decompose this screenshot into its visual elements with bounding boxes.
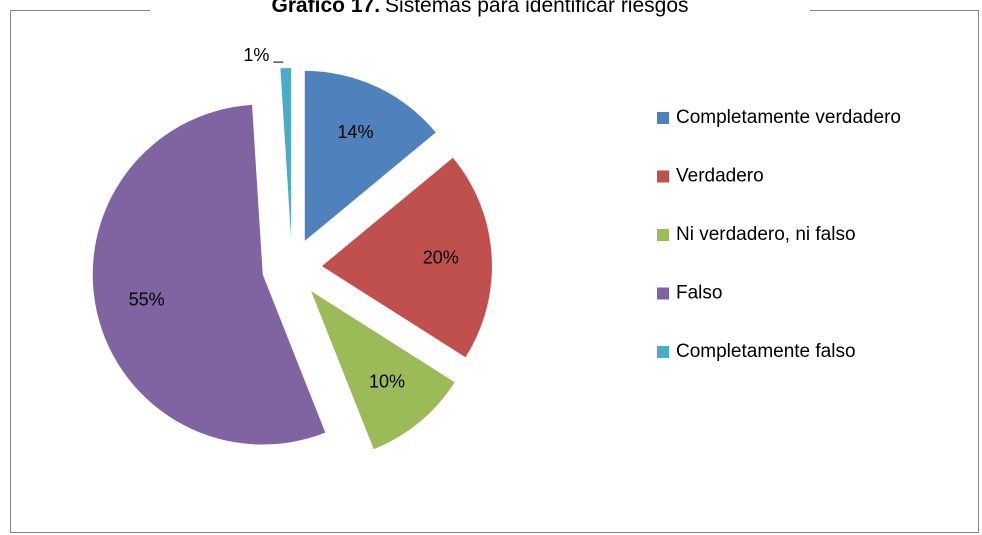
chart-title: Gráfico 17. Sistemas para identificar rie… [271, 0, 688, 17]
data-label: 10% [369, 372, 405, 392]
data-label: 14% [337, 122, 373, 142]
data-label: 20% [423, 247, 459, 267]
legend-swatch [657, 170, 669, 183]
legend-label: Ni verdadero, ni falso [676, 224, 856, 245]
legend-label: Completamente falso [676, 341, 856, 362]
pie-slice [321, 157, 492, 358]
legend-label: Falso [676, 283, 722, 304]
pie-slice [92, 104, 326, 445]
pie-slice [280, 68, 292, 239]
legend-label: Verdadero [676, 166, 764, 187]
pie-slice [311, 291, 455, 450]
legend-label: Completamente verdadero [676, 107, 901, 128]
title-text: Sistemas para identificar riesgos [385, 0, 688, 17]
legend-swatch [657, 229, 669, 241]
legend-swatch [657, 112, 669, 124]
data-label: 1% [243, 45, 269, 65]
data-label: 55% [129, 289, 165, 309]
title-prefix: Gráfico 17. [271, 0, 380, 17]
title-backdrop [150, 0, 810, 20]
legend-swatch [657, 346, 669, 358]
pie-slice [304, 70, 436, 241]
legend-swatch [657, 287, 669, 300]
